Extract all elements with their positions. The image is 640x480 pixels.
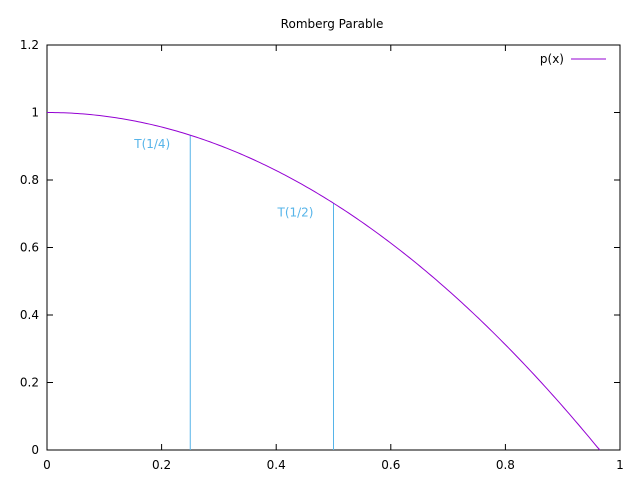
x-tick-label: 0: [43, 458, 51, 472]
y-tick-label: 0.6: [20, 241, 39, 255]
annotation-label: T(1/2): [276, 205, 313, 219]
series-group: [46, 112, 601, 451]
legend: p(x): [540, 52, 606, 66]
series-line-p: [46, 112, 601, 451]
annotations-group: T(1/4) T(1/2): [133, 135, 334, 450]
axes-group: 0 0.2 0.4 0.6 0.8 1 0 0.2 0.4 0.6 0.8 1 1.2: [20, 38, 624, 472]
y-tick-label: 1.2: [20, 38, 39, 52]
y-tick-label: 0.4: [20, 308, 39, 322]
x-tick-label: 0.8: [496, 458, 515, 472]
y-tick-label: 0: [31, 443, 39, 457]
y-tick-label: 0.8: [20, 173, 39, 187]
y-tick-label: 0.2: [20, 376, 39, 390]
y-tick-label: 1: [31, 106, 39, 120]
x-tick-label: 1: [616, 458, 624, 472]
legend-label: p(x): [540, 52, 564, 66]
x-tick-label: 0.4: [267, 458, 286, 472]
chart-title: Romberg Parable: [281, 17, 384, 31]
annotation-label: T(1/4): [133, 137, 170, 151]
x-tick-label: 0.6: [381, 458, 400, 472]
x-tick-label: 0.2: [152, 458, 171, 472]
